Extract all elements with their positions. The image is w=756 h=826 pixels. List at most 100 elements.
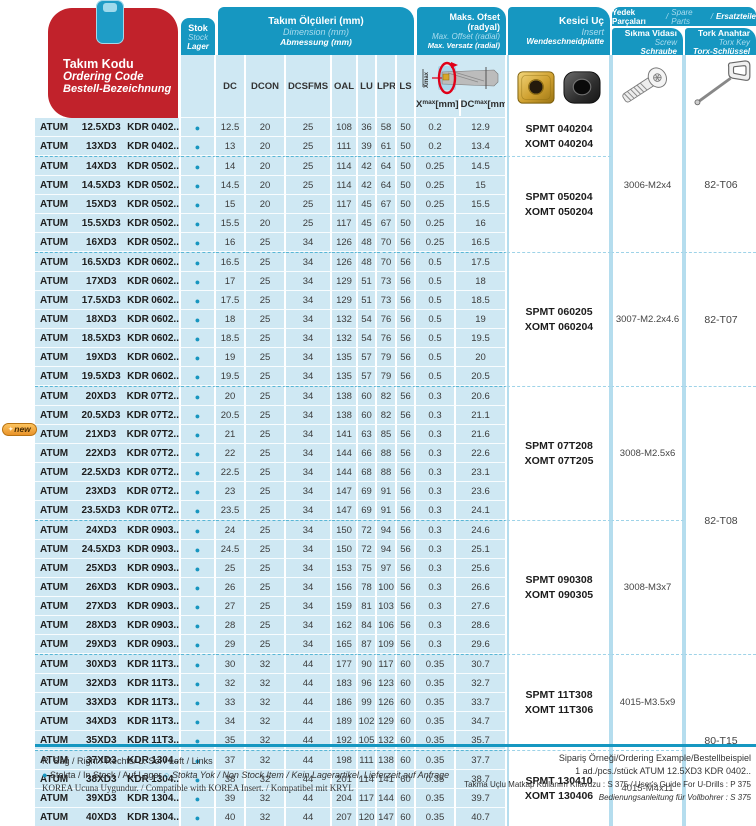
- value-cell: 15.5: [456, 195, 508, 214]
- ordering-code-part: 23.5XD3: [81, 504, 121, 516]
- stock-status-cell: ●: [181, 156, 216, 176]
- insert-header-en: Insert: [581, 27, 604, 37]
- value-cell: 186: [332, 693, 358, 712]
- value-cell: 129: [332, 272, 358, 291]
- value-cell: 24.6: [456, 520, 508, 540]
- stock-status-cell: ●: [181, 463, 216, 482]
- value-cell: 0.3: [416, 501, 456, 520]
- spare-parts-header: Yedek Parçaları / Spare Parts / Ersatzte…: [612, 7, 756, 26]
- value-cell: 147: [377, 808, 397, 826]
- value-cell: 16: [456, 214, 508, 233]
- ordering-code-part: ATUM: [40, 754, 69, 766]
- ordering-code-part: KDR: [127, 198, 149, 210]
- value-cell: 15.5: [216, 214, 246, 233]
- ordering-code-cell: ATUM 20XD3 KDR 07T2..: [35, 386, 181, 406]
- stock-status-cell: ●: [181, 367, 216, 386]
- value-cell: 0.3: [416, 444, 456, 463]
- value-cell: 0.25: [416, 195, 456, 214]
- ordering-code-part: 07T2..: [150, 409, 179, 421]
- ordering-code-part: 0502..: [151, 179, 179, 191]
- ordering-code-part: KDR: [127, 256, 149, 268]
- value-cell: 56: [397, 520, 416, 540]
- table-row: ATUM 24.5XD3 KDR 0903.. ● 24.5 25 34 150 72 94 56 0.…: [35, 540, 756, 559]
- value-cell: 38: [216, 770, 246, 789]
- value-cell: 25: [286, 214, 332, 233]
- ordering-code-part: ATUM: [40, 811, 69, 823]
- ordering-code-cell: ATUM 16XD3 KDR 0502..: [35, 233, 181, 252]
- ordering-code-part: ATUM: [40, 160, 69, 172]
- value-cell: 34: [286, 386, 332, 406]
- insert-designation: XOMT 050204: [524, 205, 594, 218]
- ordering-code-part: ATUM: [40, 581, 69, 593]
- in-stock-dot-icon: ●: [194, 334, 201, 344]
- value-cell: 34: [286, 444, 332, 463]
- table-row: ATUM 29XD3 KDR 0903.. ● 29 25 34 165 87 109 56 0.3 29…: [35, 635, 756, 654]
- ordering-code-part: 34XD3: [85, 715, 117, 727]
- value-cell: 32: [246, 712, 286, 731]
- stock-status-cell: ●: [181, 118, 216, 137]
- value-cell: 25: [246, 616, 286, 635]
- value-cell: 25: [246, 520, 286, 540]
- insert-designation-cell: SPMT 07T208 XOMT 07T205: [507, 386, 612, 520]
- value-cell: 20: [246, 176, 286, 195]
- ordering-code-part: 23XD3: [85, 485, 117, 497]
- screw-designation-cell: 3007-M2.2x4.6: [611, 252, 685, 386]
- ordering-code-part: KDR: [126, 447, 149, 459]
- table-row: ATUM 14XD3 KDR 0502.. ● 14 20 25 114 42 64 50 0.25 14…: [35, 156, 756, 252]
- value-cell: 33: [216, 693, 246, 712]
- ordering-code-cell: ATUM 26XD3 KDR 0903..: [35, 578, 181, 597]
- torx-key-designation: 80-T15: [704, 734, 738, 747]
- value-cell: 91: [377, 501, 397, 520]
- ordering-code-part: KDR: [127, 524, 149, 536]
- stock-status-cell: ●: [181, 214, 216, 233]
- ordering-code-part: 16.5XD3: [81, 256, 121, 268]
- ordering-code-part: 40XD3: [85, 811, 117, 823]
- in-stock-dot-icon: ●: [194, 545, 201, 555]
- value-cell: 114: [332, 176, 358, 195]
- value-cell: 23.6: [456, 482, 508, 501]
- value-cell: 88: [377, 444, 397, 463]
- stock-status-cell: ●: [181, 654, 216, 674]
- value-cell: 63: [358, 425, 377, 444]
- torx-key-designation-cell: 82-T06: [684, 118, 756, 252]
- value-cell: 0.35: [416, 770, 456, 789]
- screw-header-tr: Sıkma Vidası: [624, 27, 677, 38]
- stock-status-cell: ●: [181, 540, 216, 559]
- value-cell: 135: [332, 348, 358, 367]
- value-cell: 50: [397, 176, 416, 195]
- value-cell: 26.6: [456, 578, 508, 597]
- in-stock-dot-icon: ●: [194, 602, 201, 612]
- ordering-code-part: 0402..: [151, 140, 179, 152]
- value-cell: 82: [377, 406, 397, 425]
- value-cell: 24.1: [456, 501, 508, 520]
- value-cell: 25: [246, 386, 286, 406]
- table-row: ATUM 16XD3 KDR 0502.. ● 16 25 34 126 48 70 56 0.25 16…: [35, 233, 756, 252]
- ordering-code-cell: ATUM 32XD3 KDR 11T3..: [35, 674, 181, 693]
- value-cell: 126: [377, 693, 397, 712]
- value-cell: 0.3: [416, 386, 456, 406]
- stock-status-cell: ●: [181, 272, 216, 291]
- value-cell: 51: [358, 272, 377, 291]
- value-cell: 0.3: [416, 520, 456, 540]
- value-cell: 60: [397, 770, 416, 789]
- stock-status-cell: ●: [181, 712, 216, 731]
- ordering-code-part: 0502..: [151, 198, 179, 210]
- max-offset-header: Maks. Ofset (radyal) Max. Offset (radial…: [417, 7, 506, 55]
- value-cell: 0.5: [416, 348, 456, 367]
- value-cell: 56: [397, 291, 416, 310]
- ordering-code-cell: ATUM 29XD3 KDR 0903..: [35, 635, 181, 654]
- ordering-code-part: KDR: [127, 160, 149, 172]
- ordering-code-part: 0602..: [151, 351, 179, 363]
- value-cell: 25: [286, 195, 332, 214]
- ordering-code-part: KDR: [127, 313, 149, 325]
- insert-designation: XOMT 130406: [524, 789, 594, 802]
- value-cell: 66: [358, 444, 377, 463]
- in-stock-dot-icon: ●: [194, 430, 201, 440]
- stock-header: Stok Stock Lager: [181, 18, 215, 55]
- screw-designation-cell: 3008-M2.5x6: [611, 386, 685, 520]
- value-cell: 34: [286, 310, 332, 329]
- value-cell: 0.3: [416, 540, 456, 559]
- ordering-code-part: 1304..: [151, 792, 179, 804]
- value-cell: 117: [358, 789, 377, 808]
- ordering-code-part: 1304..: [151, 754, 179, 766]
